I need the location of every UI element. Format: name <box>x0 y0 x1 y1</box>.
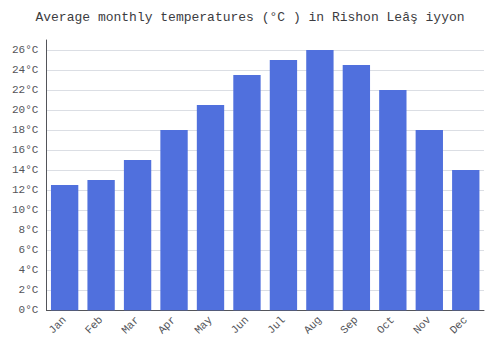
svg-text:May: May <box>192 314 215 337</box>
svg-text:6°C: 6°C <box>19 244 39 256</box>
svg-text:Jun: Jun <box>229 314 251 336</box>
svg-text:Jan: Jan <box>46 314 68 336</box>
svg-text:8°C: 8°C <box>19 224 39 236</box>
svg-text:26°C: 26°C <box>12 44 39 56</box>
svg-text:24°C: 24°C <box>12 64 39 76</box>
svg-text:2°C: 2°C <box>19 284 39 296</box>
svg-text:Dec: Dec <box>448 314 470 336</box>
svg-text:12°C: 12°C <box>12 184 39 196</box>
svg-text:4°C: 4°C <box>19 264 39 276</box>
svg-text:Jul: Jul <box>265 314 287 336</box>
svg-text:10°C: 10°C <box>12 204 39 216</box>
svg-text:20°C: 20°C <box>12 104 39 116</box>
svg-text:Mar: Mar <box>119 314 141 336</box>
svg-text:Apr: Apr <box>156 314 178 336</box>
svg-text:Nov: Nov <box>411 314 434 337</box>
svg-text:22°C: 22°C <box>12 84 39 96</box>
svg-text:Aug: Aug <box>302 314 324 336</box>
svg-text:14°C: 14°C <box>12 164 39 176</box>
svg-text:Average monthly temperatures (: Average monthly temperatures (°C ) in Ri… <box>35 10 464 25</box>
svg-text:Feb: Feb <box>83 314 105 336</box>
svg-text:Sep: Sep <box>338 314 360 336</box>
svg-text:Oct: Oct <box>375 314 397 336</box>
svg-text:16°C: 16°C <box>12 144 39 156</box>
svg-text:0°C: 0°C <box>19 304 39 316</box>
svg-text:18°C: 18°C <box>12 124 39 136</box>
